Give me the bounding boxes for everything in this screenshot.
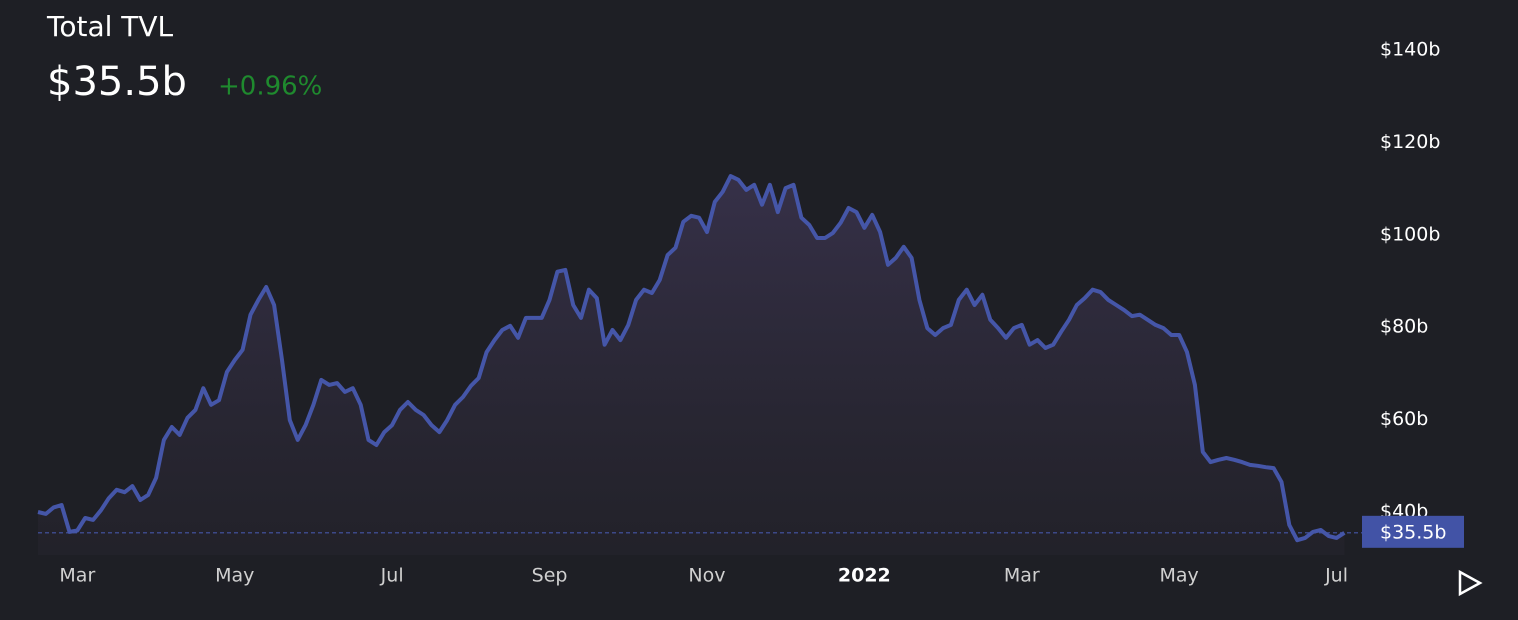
headline-value: $35.5b <box>47 59 187 105</box>
x-tick-label: Nov <box>688 565 725 587</box>
y-tick-label: $80b <box>1380 316 1428 338</box>
play-button[interactable] <box>1458 569 1483 597</box>
y-tick-label: $60b <box>1380 408 1428 430</box>
current-value-label: $35.5b <box>1380 521 1446 543</box>
area-fill <box>38 176 1345 555</box>
x-tick-label: 2022 <box>838 565 891 587</box>
y-tick-label: $140b <box>1380 38 1440 60</box>
change-percent: +0.96% <box>218 72 322 102</box>
x-tick-label: May <box>1160 565 1199 587</box>
x-tick-label: Mar <box>1004 565 1040 587</box>
x-tick-label: Sep <box>532 565 568 587</box>
current-value-tag <box>1362 515 1464 548</box>
x-tick-label: May <box>215 565 254 587</box>
chart-title: Total TVL <box>46 10 174 43</box>
x-tick-label: Mar <box>59 565 95 587</box>
tvl-line <box>37 174 1346 543</box>
x-tick-label: Jul <box>1324 565 1348 587</box>
y-tick-label: $120b <box>1380 131 1440 153</box>
x-tick-label: Jul <box>380 565 404 587</box>
y-tick-label: $100b <box>1380 223 1440 245</box>
